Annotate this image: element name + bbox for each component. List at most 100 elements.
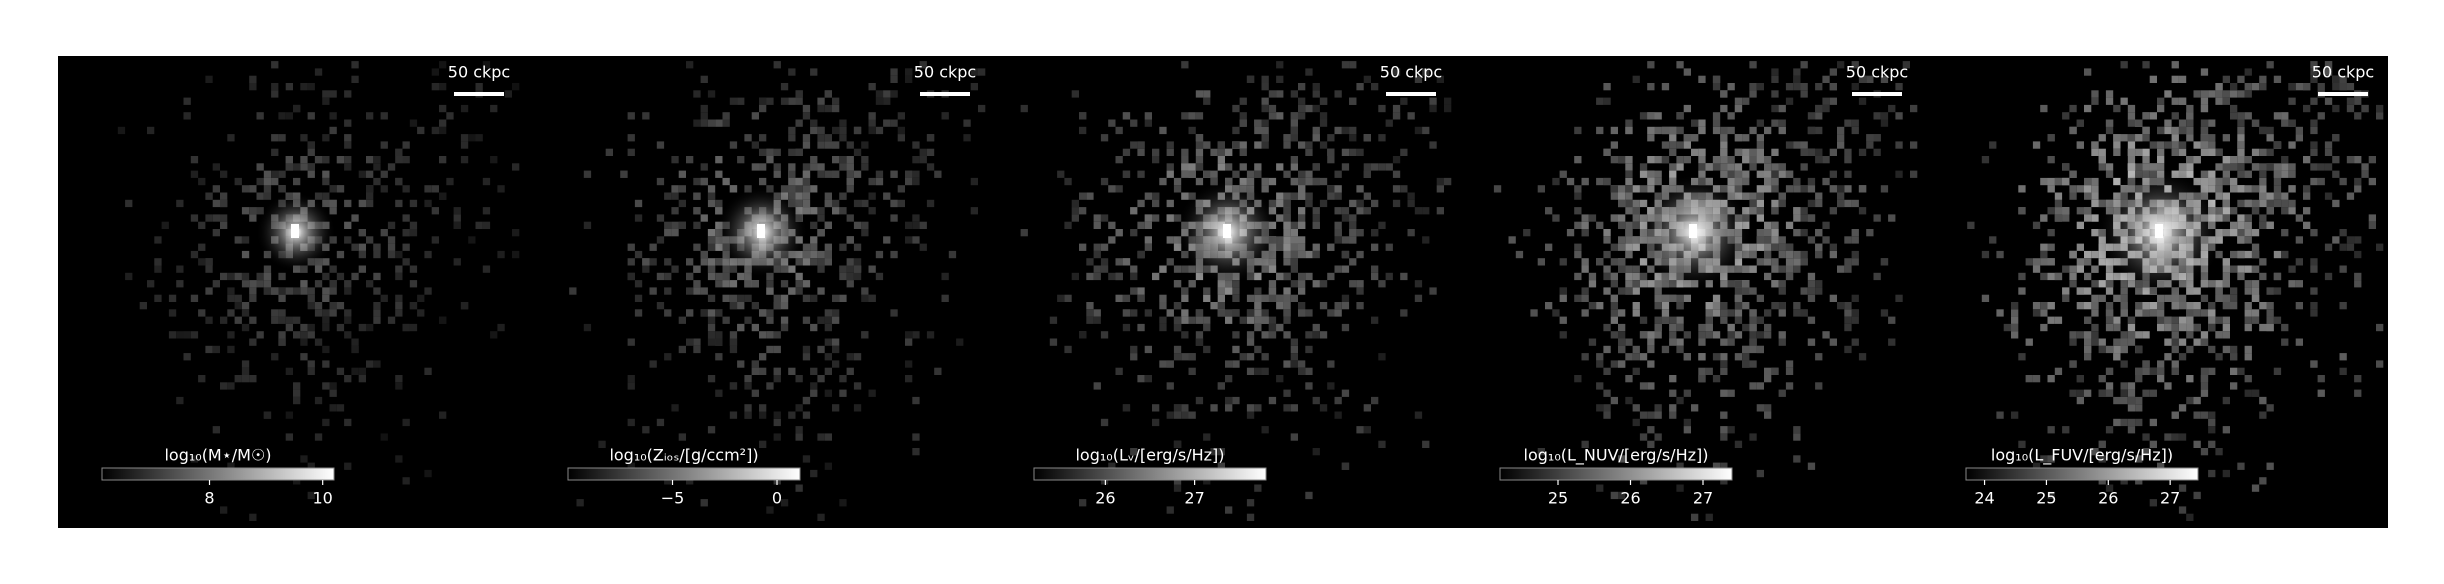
pixel bbox=[1661, 280, 1670, 288]
pixel bbox=[912, 236, 920, 244]
pixel bbox=[417, 294, 425, 302]
pixel bbox=[1720, 163, 1728, 171]
pixel bbox=[1647, 411, 1655, 419]
pixel bbox=[664, 221, 672, 229]
pixel bbox=[1625, 170, 1633, 178]
pixel bbox=[1268, 316, 1277, 324]
pixel bbox=[1756, 345, 1764, 354]
pixel bbox=[1596, 404, 1604, 412]
pixel bbox=[2127, 148, 2136, 156]
pixel bbox=[1181, 294, 1189, 302]
pixel bbox=[2054, 214, 2063, 222]
pixel bbox=[1581, 294, 1589, 302]
pixel bbox=[278, 112, 286, 120]
pixel bbox=[1764, 258, 1772, 266]
pixel bbox=[1778, 265, 1786, 273]
pixel bbox=[875, 250, 884, 259]
pixel bbox=[1764, 221, 1772, 229]
pixel bbox=[2091, 338, 2099, 346]
pixel bbox=[707, 265, 716, 273]
pixel bbox=[1647, 280, 1655, 288]
pixel bbox=[1436, 207, 1444, 215]
pixel bbox=[1261, 126, 1269, 135]
pixel bbox=[344, 331, 352, 339]
pixel bbox=[1844, 309, 1852, 317]
pixel bbox=[351, 214, 359, 222]
pixel bbox=[1793, 214, 1801, 222]
pixel bbox=[1771, 258, 1779, 266]
pixel bbox=[2076, 302, 2084, 310]
pixel bbox=[1793, 185, 1801, 193]
pixel bbox=[1720, 433, 1728, 441]
pixel bbox=[293, 177, 301, 186]
pixel bbox=[795, 258, 803, 266]
pixel bbox=[431, 207, 439, 215]
pixel bbox=[1217, 287, 1225, 295]
pixel bbox=[1152, 272, 1160, 281]
pixel bbox=[795, 148, 803, 156]
pixel bbox=[707, 323, 716, 332]
pixel bbox=[1669, 323, 1677, 332]
pixel bbox=[795, 199, 803, 208]
pixel bbox=[1712, 331, 1721, 339]
pixel bbox=[1217, 302, 1225, 310]
pixel bbox=[737, 97, 745, 105]
pixel bbox=[1559, 258, 1567, 266]
pixel bbox=[2186, 119, 2194, 127]
pixel bbox=[1049, 338, 1058, 346]
pixel bbox=[139, 302, 147, 310]
pixel bbox=[1727, 323, 1735, 332]
pixel bbox=[460, 156, 469, 164]
pixel bbox=[1166, 141, 1174, 149]
pixel bbox=[715, 272, 723, 281]
pixel bbox=[1632, 353, 1640, 361]
pixel bbox=[2105, 90, 2114, 98]
pixel bbox=[1341, 250, 1350, 259]
pixel bbox=[656, 272, 665, 281]
pixel bbox=[1807, 148, 1816, 156]
pixel bbox=[1764, 156, 1772, 164]
pixel bbox=[344, 287, 352, 295]
pixel bbox=[2295, 338, 2303, 346]
pixel bbox=[1639, 272, 1648, 281]
pixel bbox=[212, 229, 220, 237]
pixel bbox=[2171, 126, 2179, 135]
pixel bbox=[1327, 382, 1335, 390]
pixel bbox=[2310, 163, 2318, 171]
pixel bbox=[1152, 148, 1160, 156]
pixel bbox=[707, 375, 716, 383]
pixel bbox=[2222, 294, 2230, 302]
pixel bbox=[861, 229, 869, 237]
pixel bbox=[1356, 250, 1364, 259]
pixel bbox=[1181, 411, 1189, 419]
pixel bbox=[1588, 272, 1597, 281]
pixel bbox=[1217, 156, 1225, 164]
pixel bbox=[300, 323, 308, 332]
pixel bbox=[846, 280, 854, 288]
pixel bbox=[322, 309, 330, 317]
pixel bbox=[2346, 243, 2355, 251]
pixel bbox=[300, 83, 308, 91]
pixel bbox=[2354, 156, 2362, 164]
pixel bbox=[307, 83, 315, 91]
pixel bbox=[722, 112, 730, 120]
pixel bbox=[1647, 360, 1655, 368]
pixel bbox=[1537, 258, 1545, 266]
pixel bbox=[1647, 338, 1655, 346]
pixel bbox=[1305, 68, 1313, 76]
pixel bbox=[1268, 112, 1277, 120]
pixel bbox=[1268, 265, 1277, 273]
pixel bbox=[1669, 338, 1677, 346]
pixel bbox=[2332, 236, 2340, 244]
pixel bbox=[1720, 280, 1728, 288]
pixel bbox=[2230, 112, 2238, 120]
pixel bbox=[1625, 192, 1633, 200]
pixel bbox=[249, 287, 257, 295]
pixel bbox=[373, 243, 381, 251]
pixel bbox=[2237, 119, 2245, 127]
pixel bbox=[1334, 396, 1342, 405]
pixel bbox=[1661, 83, 1670, 91]
pixel bbox=[2259, 323, 2267, 332]
pixel bbox=[1283, 287, 1291, 295]
pixel bbox=[1778, 192, 1786, 200]
